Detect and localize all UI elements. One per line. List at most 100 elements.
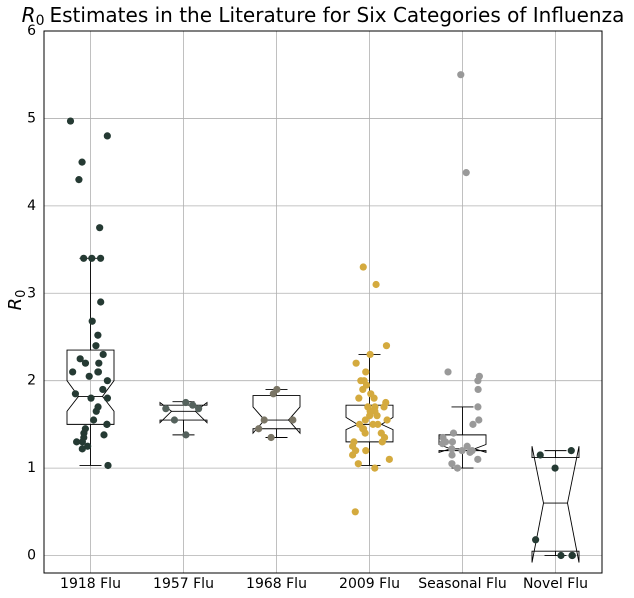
title-symbol: R	[22, 3, 36, 27]
point	[92, 407, 100, 415]
point	[84, 442, 92, 450]
point	[372, 280, 380, 289]
point	[373, 412, 381, 420]
point	[474, 455, 482, 463]
point	[100, 431, 108, 439]
point	[78, 438, 87, 446]
x-tick-label: Seasonal Flu	[418, 576, 507, 592]
point	[88, 254, 96, 262]
box	[531, 446, 580, 563]
point	[94, 331, 102, 339]
title-subscript: 0	[36, 13, 45, 29]
box	[252, 395, 301, 435]
point	[99, 385, 107, 394]
point	[81, 359, 90, 367]
point	[359, 385, 367, 394]
point	[85, 372, 93, 380]
point	[94, 368, 102, 376]
point	[289, 416, 297, 424]
y-tick-label: 0	[27, 548, 36, 564]
point	[457, 71, 465, 79]
point	[104, 461, 112, 470]
y-tick-label: 1	[27, 460, 36, 476]
x-tick-label: 1918 Flu	[60, 576, 121, 592]
point	[182, 431, 190, 439]
point	[189, 401, 197, 409]
point	[170, 416, 179, 424]
point	[380, 403, 388, 411]
point	[80, 254, 88, 262]
point	[255, 425, 263, 433]
point	[95, 359, 103, 367]
point	[366, 412, 374, 420]
point	[92, 342, 100, 350]
point	[474, 377, 482, 385]
point	[89, 416, 98, 424]
y-label-subscript: 0	[14, 290, 29, 298]
chart-title: R0 Estimates in the Literature for Six Ca…	[22, 3, 625, 30]
point	[103, 132, 111, 140]
point	[469, 420, 477, 428]
point	[474, 403, 482, 411]
point	[444, 368, 452, 376]
point	[557, 551, 565, 560]
point	[383, 416, 391, 424]
point	[385, 455, 393, 463]
x-tick-label: 1957 Flu	[153, 576, 214, 592]
point	[382, 342, 391, 350]
point	[352, 359, 360, 367]
point	[361, 416, 369, 424]
point	[462, 169, 470, 177]
point	[73, 438, 81, 446]
point	[448, 438, 457, 446]
y-tick-label: 3	[27, 285, 36, 301]
point	[474, 385, 482, 394]
point	[260, 416, 268, 424]
point	[438, 440, 447, 448]
y-tick-label: 6	[27, 23, 36, 39]
point	[69, 368, 77, 376]
x-tick-label: 2009 Flu	[339, 576, 400, 592]
point	[355, 394, 363, 402]
point	[448, 460, 456, 468]
point	[371, 464, 379, 472]
point	[78, 445, 86, 453]
y-axis-label: R0	[5, 290, 29, 311]
point	[359, 263, 367, 271]
box	[438, 434, 487, 453]
point	[267, 433, 275, 442]
point	[448, 445, 456, 453]
plot-frame	[43, 30, 603, 574]
x-tick-label: Novel Flu	[523, 576, 588, 592]
point	[87, 394, 95, 402]
point	[66, 117, 75, 125]
point	[75, 176, 83, 184]
point	[71, 390, 80, 398]
point	[96, 224, 104, 232]
box	[345, 404, 394, 443]
y-tick-label: 4	[27, 198, 36, 214]
point	[475, 416, 483, 424]
box	[159, 401, 208, 424]
point	[536, 451, 544, 459]
box	[66, 349, 115, 425]
point	[449, 429, 458, 437]
point	[103, 420, 111, 428]
point	[448, 451, 456, 459]
point	[97, 298, 105, 306]
point	[366, 350, 374, 359]
point	[453, 464, 462, 472]
point	[351, 508, 359, 516]
point	[195, 405, 203, 413]
point	[76, 355, 84, 363]
point	[551, 464, 559, 472]
point	[362, 368, 370, 376]
point	[162, 405, 170, 413]
point	[567, 447, 575, 455]
title-text: Estimates in the Literature for Six Cate…	[49, 3, 624, 27]
point	[88, 317, 96, 325]
y-tick-label: 5	[27, 110, 36, 126]
point	[362, 447, 370, 455]
point	[466, 448, 474, 456]
